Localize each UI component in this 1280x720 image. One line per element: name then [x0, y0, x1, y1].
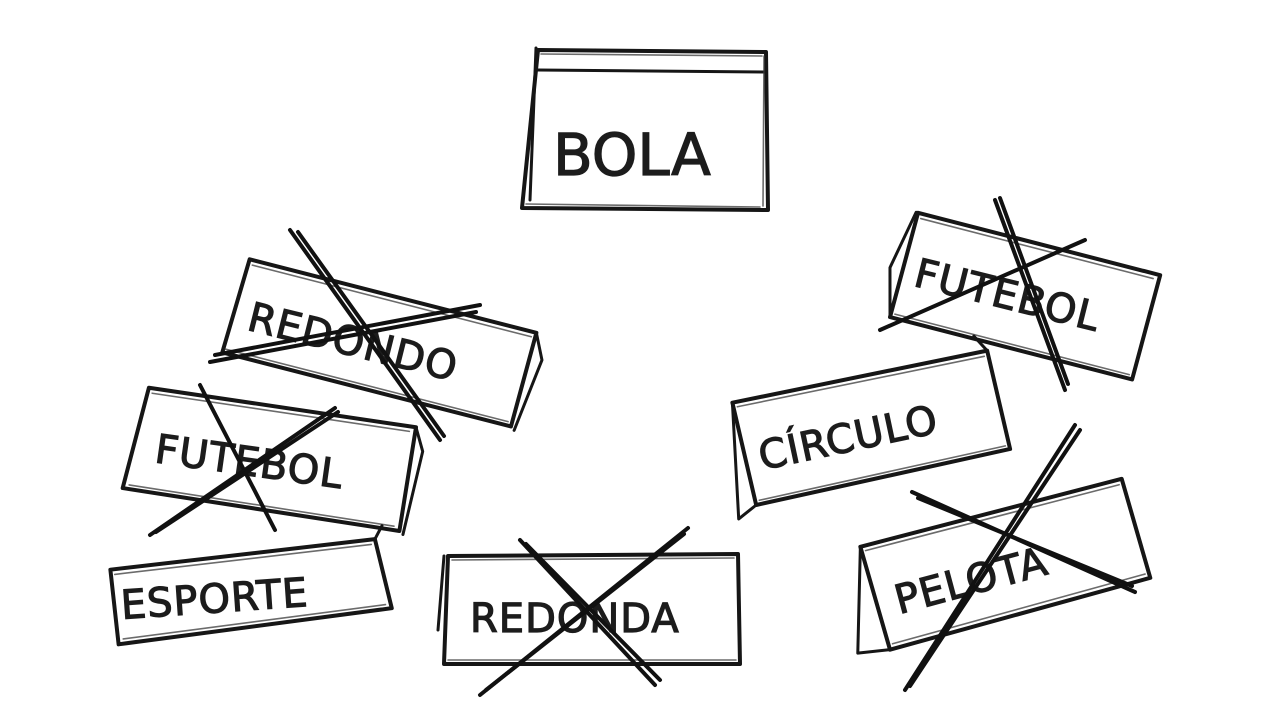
card-esporte: ESPORTE: [108, 524, 394, 647]
center-word: BOLA: [553, 121, 711, 189]
cross-mark: [208, 228, 482, 442]
card-label: ESPORTE: [119, 570, 310, 629]
card-futebol-left: FUTEBOL: [120, 385, 425, 537]
cross-mark: [903, 423, 1137, 692]
card-redonda: REDONDA: [436, 552, 742, 666]
cross-mark: [878, 196, 1087, 392]
cross-mark: [148, 383, 340, 537]
card-futebol-right: FUTEBOL: [888, 210, 1163, 382]
center-card: BOLA: [520, 46, 770, 212]
card-label: FUTEBOL: [910, 251, 1105, 341]
card-label: CÍRCULO: [754, 395, 942, 480]
card-label: FUTEBOL: [152, 426, 346, 498]
card-label: REDONDA: [470, 596, 680, 642]
cross-mark: [478, 526, 690, 697]
card-circulo: CÍRCULO: [730, 334, 1013, 521]
